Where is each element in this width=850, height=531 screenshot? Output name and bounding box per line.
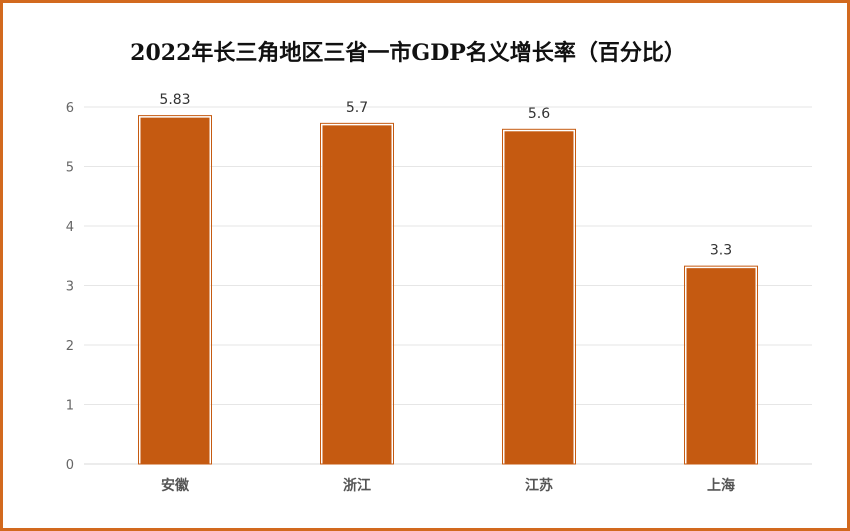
data-label: 5.83 bbox=[159, 92, 190, 108]
y-axis-ticks: 0 1 2 3 4 5 6 bbox=[66, 101, 74, 473]
category-label: 上海 bbox=[707, 477, 735, 494]
category-label: 江苏 bbox=[525, 477, 553, 494]
bar-outline bbox=[684, 265, 758, 465]
bar-outline bbox=[320, 122, 394, 465]
bar bbox=[321, 124, 393, 465]
bar bbox=[503, 130, 575, 465]
y-tick-label: 4 bbox=[66, 220, 74, 235]
y-tick-label: 1 bbox=[66, 399, 74, 414]
bar bbox=[139, 116, 211, 465]
data-label: 3.3 bbox=[710, 243, 732, 259]
chart-title: 2022年长三角地区三省一市GDP名义增长率（百分比） bbox=[130, 40, 686, 66]
bars bbox=[138, 115, 758, 465]
y-tick-label: 0 bbox=[66, 458, 74, 473]
bar-outline bbox=[138, 115, 212, 465]
y-tick-label: 2 bbox=[66, 339, 74, 354]
data-labels: 5.83 5.7 5.6 3.3 bbox=[159, 92, 732, 259]
category-label: 浙江 bbox=[343, 477, 371, 494]
bar-outline bbox=[502, 128, 576, 465]
y-tick-label: 6 bbox=[66, 101, 74, 116]
y-tick-label: 3 bbox=[66, 280, 74, 295]
data-label: 5.7 bbox=[346, 100, 368, 116]
category-label: 安徽 bbox=[161, 477, 190, 494]
x-axis-categories: 安徽 浙江 江苏 上海 bbox=[161, 477, 735, 494]
data-label: 5.6 bbox=[528, 106, 550, 122]
bar bbox=[685, 267, 757, 465]
y-tick-label: 5 bbox=[66, 161, 74, 176]
